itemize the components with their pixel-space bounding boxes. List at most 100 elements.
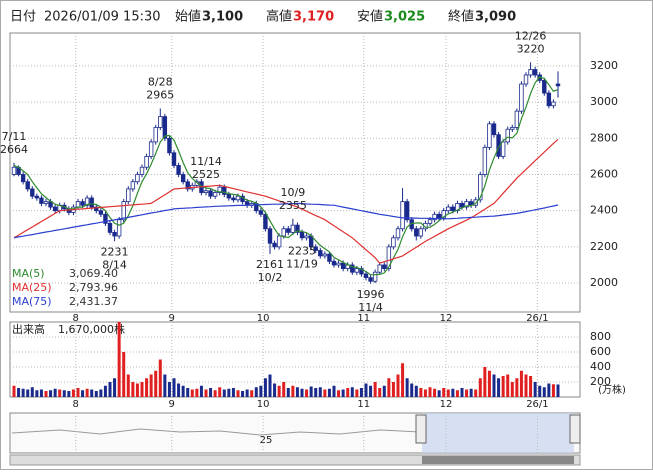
x-tick-label: 10 [257, 399, 270, 410]
volume-bar [433, 388, 437, 397]
annotation-value: 2664 [0, 143, 28, 156]
volume-bar [469, 388, 473, 397]
candle-body [208, 190, 213, 197]
volume-bar [17, 388, 21, 397]
volume-bar [76, 388, 80, 397]
volume-bar [58, 389, 62, 397]
volume-bar [314, 388, 318, 397]
volume-bar [428, 387, 432, 397]
volume-bar [122, 352, 126, 397]
candle-body [116, 219, 122, 237]
candle-body [505, 128, 510, 143]
candle-body [331, 260, 337, 266]
annotation-date: 10/9 [281, 186, 306, 199]
volume-bar [405, 378, 409, 397]
candle-body [272, 242, 277, 248]
candle-body [167, 137, 172, 154]
y-tick-label: 2600 [590, 167, 618, 180]
volume-bar [145, 378, 149, 397]
candle-body [212, 192, 218, 197]
candle-body [441, 210, 446, 219]
x-tick-label: 9 [169, 313, 175, 324]
candle-body [295, 224, 300, 233]
x-tick-label: 12 [440, 399, 453, 410]
annotation-value: 3220 [517, 42, 545, 55]
volume-bar [71, 389, 75, 397]
volume-bar [332, 385, 336, 397]
navigator-handle-left[interactable] [415, 414, 427, 444]
candle-body [107, 222, 113, 233]
volume-bar [337, 390, 341, 397]
datetime: 2026/01/09 15:30 [44, 10, 161, 25]
candle-body [30, 188, 35, 197]
candle-body [336, 262, 341, 266]
candle-body [418, 228, 424, 237]
candle-body [263, 213, 268, 230]
volume-bar [259, 385, 263, 397]
candle-body [103, 213, 108, 224]
candle-body [281, 228, 286, 237]
x-tick-label: 26/1 [526, 313, 548, 324]
ma-line [13, 202, 559, 239]
ma-line [13, 76, 559, 276]
volume-bar [126, 374, 130, 397]
volume-tick-label: 400 [590, 360, 611, 373]
navigator-handle-right[interactable] [569, 414, 581, 444]
volume-bar [190, 389, 194, 397]
volume-bar [323, 389, 327, 397]
volume-bar [44, 391, 48, 397]
candle-body [162, 116, 168, 139]
candle-body [404, 201, 410, 221]
candle-body [313, 246, 318, 251]
candle-body [43, 201, 49, 204]
candle-body [327, 253, 332, 262]
navigator-history [11, 428, 421, 436]
candle-body [25, 181, 30, 190]
candle-body [363, 273, 369, 279]
annotation-date: 11/4 [358, 301, 383, 314]
scrollbar[interactable] [9, 454, 581, 466]
x-tick-label: 12 [440, 313, 453, 324]
volume-bar [222, 389, 226, 397]
volume-bar [295, 387, 299, 397]
volume-bar [277, 385, 281, 397]
volume-bar [39, 389, 43, 397]
volume-bar [131, 382, 135, 397]
close-label: 終値 [448, 9, 474, 25]
annotation-date: 8/14 [102, 258, 127, 271]
scrollbar-thumb[interactable] [422, 456, 574, 464]
volume-bar [465, 389, 469, 397]
volume-bar [556, 384, 560, 397]
volume-bar [163, 374, 167, 397]
volume-bar [282, 382, 286, 397]
high-value: 3,170 [293, 10, 334, 25]
volume-bar [62, 390, 66, 397]
volume-bar [30, 387, 34, 397]
volume-bar [158, 359, 162, 397]
volume-bar [186, 388, 190, 397]
volume-bar [26, 389, 30, 397]
y-tick-label: 2000 [590, 276, 618, 289]
volume-bar [135, 383, 139, 397]
legend-name: MA(5) [12, 267, 45, 280]
volume-bar [108, 382, 112, 397]
volume-bar [369, 385, 373, 397]
volume-bar [21, 388, 25, 397]
open-value: 3,100 [202, 10, 243, 25]
volume-bar [250, 390, 254, 397]
navigator-window[interactable] [422, 413, 574, 453]
volume-bar [401, 363, 405, 397]
candle-body [267, 228, 273, 244]
candle-body [414, 228, 419, 237]
volume-bar [231, 388, 235, 397]
candle-body [276, 235, 282, 248]
volume-bar [263, 378, 267, 397]
annotation-date: 8/28 [148, 75, 173, 88]
high-label: 高値 [266, 9, 292, 25]
candle-body [510, 127, 515, 130]
volume-bar [437, 390, 441, 397]
volume-bar [478, 378, 482, 397]
volume-bar [442, 388, 446, 397]
volume-bar [341, 389, 345, 397]
annotation-date: 7/11 [2, 130, 27, 143]
